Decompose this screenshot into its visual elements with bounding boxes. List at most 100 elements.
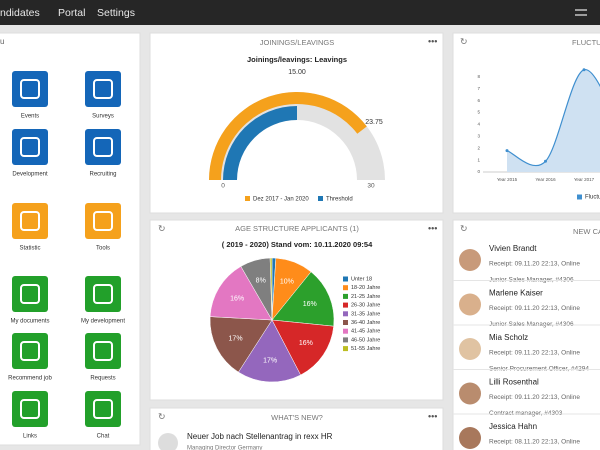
avatar bbox=[459, 293, 481, 316]
gauge-tick-label: 30 bbox=[367, 183, 375, 190]
refresh-icon[interactable]: ↻ bbox=[460, 223, 468, 233]
y-tick-label: 6 bbox=[477, 98, 480, 103]
panel-menu[interactable]: ••• bbox=[428, 411, 437, 421]
slice-label: 8% bbox=[256, 278, 266, 285]
legend-label: 46-50 Jahre bbox=[351, 337, 380, 343]
candidate-receipt: Receipt: 09.11.20 22:13, Online bbox=[489, 305, 580, 312]
legend-swatch bbox=[343, 346, 348, 352]
panel-menu[interactable]: ••• bbox=[428, 223, 437, 233]
legend-label: Fluctu bbox=[585, 195, 600, 201]
legend-swatch bbox=[343, 293, 348, 299]
legend-swatch bbox=[343, 320, 348, 325]
area-point bbox=[505, 149, 509, 153]
gauge-value-label: 15.00 bbox=[288, 69, 306, 76]
fluctuation-chart: FLUCTUA 0 1 2 3 4 5 6 7 8 Year 2015 Year 2016 Year 2… bbox=[477, 38, 600, 201]
legend-label: 21-25 Jahre bbox=[351, 294, 380, 300]
tile-box bbox=[12, 71, 48, 107]
menu-tile[interactable] bbox=[85, 276, 121, 312]
news-headline: Neuer Job nach Stellenantrag in rexx HR bbox=[187, 432, 333, 441]
gauge-panel bbox=[149, 32, 444, 214]
legend-label: Dez 2017 - Jan 2020 bbox=[253, 197, 309, 203]
tile-label: Tools bbox=[96, 246, 110, 252]
menu-tile[interactable] bbox=[85, 333, 121, 369]
legend-label: 36-40 Jahre bbox=[351, 320, 380, 326]
tile-box bbox=[85, 203, 121, 239]
menu-tile[interactable] bbox=[12, 129, 48, 165]
candidate-name: Marlene Kaiser bbox=[489, 289, 543, 298]
refresh-icon[interactable]: ↻ bbox=[158, 411, 166, 421]
tile-icon bbox=[93, 137, 113, 157]
refresh-icon[interactable]: ↻ bbox=[460, 36, 468, 46]
legend-swatch bbox=[343, 276, 348, 282]
menu-tile[interactable] bbox=[85, 391, 121, 427]
tile-box bbox=[12, 391, 48, 427]
news-subtitle: Managing Director Germany bbox=[187, 446, 262, 450]
legend-label: 51-55 Jahre bbox=[351, 346, 380, 352]
slice-label: 17% bbox=[229, 335, 243, 342]
y-tick-label: 1 bbox=[477, 157, 480, 162]
tile-box bbox=[12, 203, 48, 239]
area-fill bbox=[507, 69, 600, 172]
gauge-arc bbox=[223, 106, 297, 180]
avatar bbox=[459, 382, 481, 405]
tile-label: Requests bbox=[90, 376, 115, 382]
nav-item[interactable]: Settings bbox=[97, 7, 135, 19]
candidate-item[interactable]: Jessica Hahn Receipt: 08.11.20 22:13, Onl… bbox=[453, 413, 600, 449]
menu-tile[interactable] bbox=[85, 129, 121, 165]
candidate-receipt: Receipt: 09.11.20 22:13, Online bbox=[489, 261, 580, 268]
nav-toggle-icon[interactable] bbox=[575, 9, 587, 16]
gauge-tick-label: 0 bbox=[221, 183, 225, 190]
pie-slice bbox=[209, 316, 273, 373]
avatar bbox=[459, 427, 481, 449]
tile-icon bbox=[93, 79, 113, 99]
legend-swatch bbox=[343, 311, 348, 317]
panel-title: JOININGS/LEAVINGS bbox=[260, 38, 334, 47]
avatar bbox=[459, 338, 481, 360]
news-icon bbox=[158, 433, 178, 450]
menu-tile[interactable] bbox=[12, 333, 48, 369]
tile-label: Statistic bbox=[19, 246, 40, 252]
menu-tile[interactable] bbox=[12, 203, 48, 239]
legend-label: 41-45 Jahre bbox=[351, 329, 380, 335]
tile-box bbox=[85, 71, 121, 107]
tile-label: Chat bbox=[97, 434, 110, 440]
menu-tile[interactable] bbox=[12, 276, 48, 312]
avatar bbox=[459, 249, 481, 271]
nav-item[interactable]: Portal bbox=[58, 7, 85, 19]
candidate-receipt: Receipt: 09.11.20 22:13, Online bbox=[489, 350, 580, 357]
refresh-icon[interactable]: ↻ bbox=[158, 223, 166, 233]
legend-label: 18-20 Jahre bbox=[351, 285, 380, 291]
legend-swatch bbox=[343, 337, 348, 343]
area-line bbox=[506, 69, 600, 167]
y-tick-label: 2 bbox=[477, 145, 480, 150]
y-tick-label: 8 bbox=[477, 74, 480, 79]
tile-icon bbox=[20, 284, 40, 304]
pie-slice bbox=[269, 257, 273, 321]
tile-label: My development bbox=[81, 319, 125, 325]
menu-tile[interactable] bbox=[12, 391, 48, 427]
area-point bbox=[582, 68, 586, 72]
y-tick-label: 3 bbox=[477, 134, 480, 139]
menu-tile[interactable] bbox=[12, 71, 48, 107]
tile-box bbox=[12, 129, 48, 165]
nav-bar bbox=[0, 0, 600, 25]
gauge-arc bbox=[209, 91, 367, 180]
gauge-value-label: 23.75 bbox=[365, 119, 383, 126]
menu-tile[interactable] bbox=[85, 71, 121, 107]
x-tick-label: Year 2017 bbox=[574, 177, 595, 182]
tile-label: Recruiting bbox=[89, 172, 116, 178]
tile-icon bbox=[20, 137, 40, 157]
tile-label: Surveys bbox=[92, 114, 114, 120]
nav-item[interactable]: ndidates bbox=[0, 7, 40, 19]
candidate-list: NEW CAN Vivien Brandt Receipt: 09.11.20 22… bbox=[453, 227, 600, 449]
tile-box bbox=[12, 276, 48, 312]
slice-label: 16% bbox=[299, 340, 313, 347]
menu-tile[interactable] bbox=[85, 203, 121, 239]
panel-title: AGE STRUCTURE APPLICANTS (1) bbox=[235, 224, 359, 233]
panel-menu[interactable]: ••• bbox=[428, 36, 437, 46]
legend-label: Unter 18 bbox=[351, 276, 372, 282]
candidate-name: Mia Scholz bbox=[489, 333, 528, 342]
legend-swatch bbox=[343, 302, 348, 308]
slice-label: 16% bbox=[230, 295, 244, 302]
slice-label: 10% bbox=[280, 279, 294, 286]
